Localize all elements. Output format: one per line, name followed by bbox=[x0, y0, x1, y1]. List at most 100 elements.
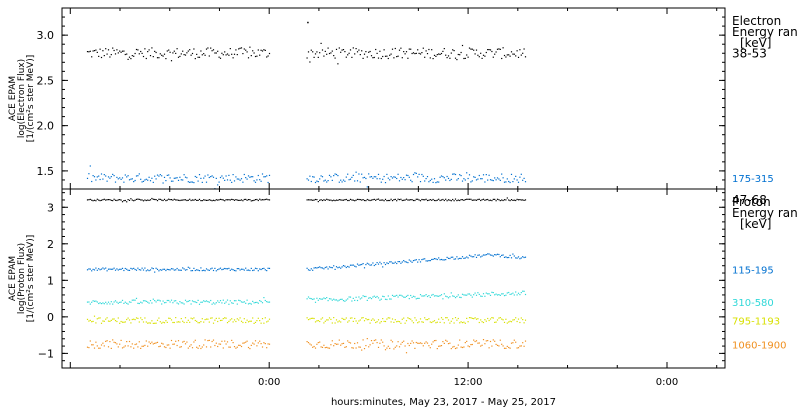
proton-point bbox=[317, 201, 319, 203]
proton-point bbox=[319, 266, 321, 268]
proton-point bbox=[482, 321, 485, 324]
electron-point bbox=[100, 56, 103, 59]
proton-point bbox=[156, 341, 159, 343]
electron-point bbox=[403, 51, 405, 53]
electron-point bbox=[438, 181, 440, 183]
proton-point bbox=[88, 199, 90, 201]
proton-point bbox=[114, 300, 117, 302]
proton-point bbox=[461, 293, 464, 295]
proton-point bbox=[415, 298, 417, 300]
proton-point bbox=[116, 301, 118, 303]
proton-point bbox=[510, 199, 513, 201]
proton-point bbox=[317, 299, 319, 301]
electron-point bbox=[314, 53, 317, 55]
electron-point bbox=[375, 48, 377, 51]
electron-legend-38-53: 38-53 bbox=[732, 46, 767, 60]
electron-point bbox=[422, 175, 424, 177]
electron-point bbox=[492, 180, 494, 182]
proton-ylabel: ACE EPAMlog(Proton Flux)[1/(cm²s ster Me… bbox=[8, 235, 36, 322]
proton-point bbox=[485, 254, 487, 256]
proton-point bbox=[191, 347, 194, 349]
electron-point bbox=[245, 49, 247, 51]
proton-point bbox=[387, 345, 389, 347]
proton-point bbox=[208, 321, 210, 323]
proton-point bbox=[485, 320, 487, 322]
proton-point bbox=[208, 269, 210, 271]
proton-point bbox=[376, 262, 378, 264]
proton-point bbox=[141, 345, 143, 347]
proton-point bbox=[435, 339, 437, 342]
proton-point bbox=[319, 320, 321, 323]
proton-point bbox=[131, 343, 133, 345]
proton-point bbox=[200, 321, 202, 323]
proton-point bbox=[96, 198, 98, 200]
proton-point bbox=[142, 269, 145, 271]
electron-point bbox=[163, 176, 166, 178]
proton-point bbox=[387, 295, 389, 297]
proton-point bbox=[121, 347, 124, 349]
proton-point bbox=[461, 199, 464, 201]
proton-point bbox=[348, 296, 350, 298]
proton-point bbox=[361, 263, 363, 266]
proton-point bbox=[489, 294, 492, 296]
proton-point bbox=[208, 301, 210, 303]
proton-point bbox=[235, 270, 237, 272]
proton-point bbox=[428, 318, 430, 320]
proton-point bbox=[184, 299, 187, 301]
proton-point bbox=[252, 269, 254, 272]
proton-point bbox=[119, 322, 121, 324]
proton-point bbox=[246, 340, 248, 342]
proton-point bbox=[446, 256, 448, 258]
proton-point bbox=[481, 199, 483, 201]
proton-point bbox=[112, 200, 114, 202]
proton-point bbox=[359, 264, 361, 266]
electron-point bbox=[126, 176, 128, 178]
electron-point bbox=[103, 55, 105, 57]
proton-point bbox=[407, 342, 409, 345]
proton-point bbox=[480, 319, 482, 321]
proton-point bbox=[162, 268, 164, 270]
proton-point bbox=[471, 296, 473, 298]
electron-point bbox=[205, 181, 208, 183]
proton-point bbox=[102, 199, 104, 201]
electron-series-175-315 bbox=[86, 165, 527, 190]
proton-point bbox=[410, 294, 412, 297]
proton-point bbox=[510, 342, 513, 344]
proton-point bbox=[226, 268, 229, 270]
electron-point bbox=[376, 52, 378, 54]
proton-point bbox=[446, 340, 448, 342]
electron-point bbox=[307, 179, 310, 181]
electron-point bbox=[358, 173, 360, 175]
proton-point bbox=[124, 199, 126, 202]
proton-point bbox=[443, 199, 445, 202]
proton-point bbox=[186, 321, 188, 323]
proton-point bbox=[91, 270, 93, 272]
electron-point bbox=[236, 54, 238, 56]
proton-point bbox=[130, 346, 132, 348]
proton-point bbox=[520, 292, 522, 294]
proton-point bbox=[330, 318, 332, 320]
electron-point bbox=[512, 53, 514, 55]
proton-point bbox=[491, 317, 493, 319]
electron-point bbox=[177, 56, 180, 58]
proton-point bbox=[186, 269, 188, 271]
electron-point bbox=[266, 175, 268, 177]
proton-point bbox=[268, 199, 271, 201]
proton-point bbox=[355, 296, 357, 298]
electron-point bbox=[156, 174, 159, 176]
electron-point bbox=[342, 49, 345, 51]
electron-point bbox=[140, 178, 142, 180]
proton-point bbox=[203, 269, 205, 271]
proton-point bbox=[489, 318, 492, 320]
proton-point bbox=[307, 342, 310, 344]
proton-point bbox=[386, 200, 388, 202]
proton-point bbox=[246, 269, 248, 271]
proton-point bbox=[257, 317, 259, 319]
proton-point bbox=[158, 346, 160, 348]
electron-point bbox=[456, 59, 458, 61]
proton-point bbox=[193, 267, 195, 269]
proton-point bbox=[438, 257, 440, 259]
proton-point bbox=[523, 345, 525, 347]
electron-point bbox=[140, 50, 142, 53]
proton-point bbox=[229, 269, 231, 271]
